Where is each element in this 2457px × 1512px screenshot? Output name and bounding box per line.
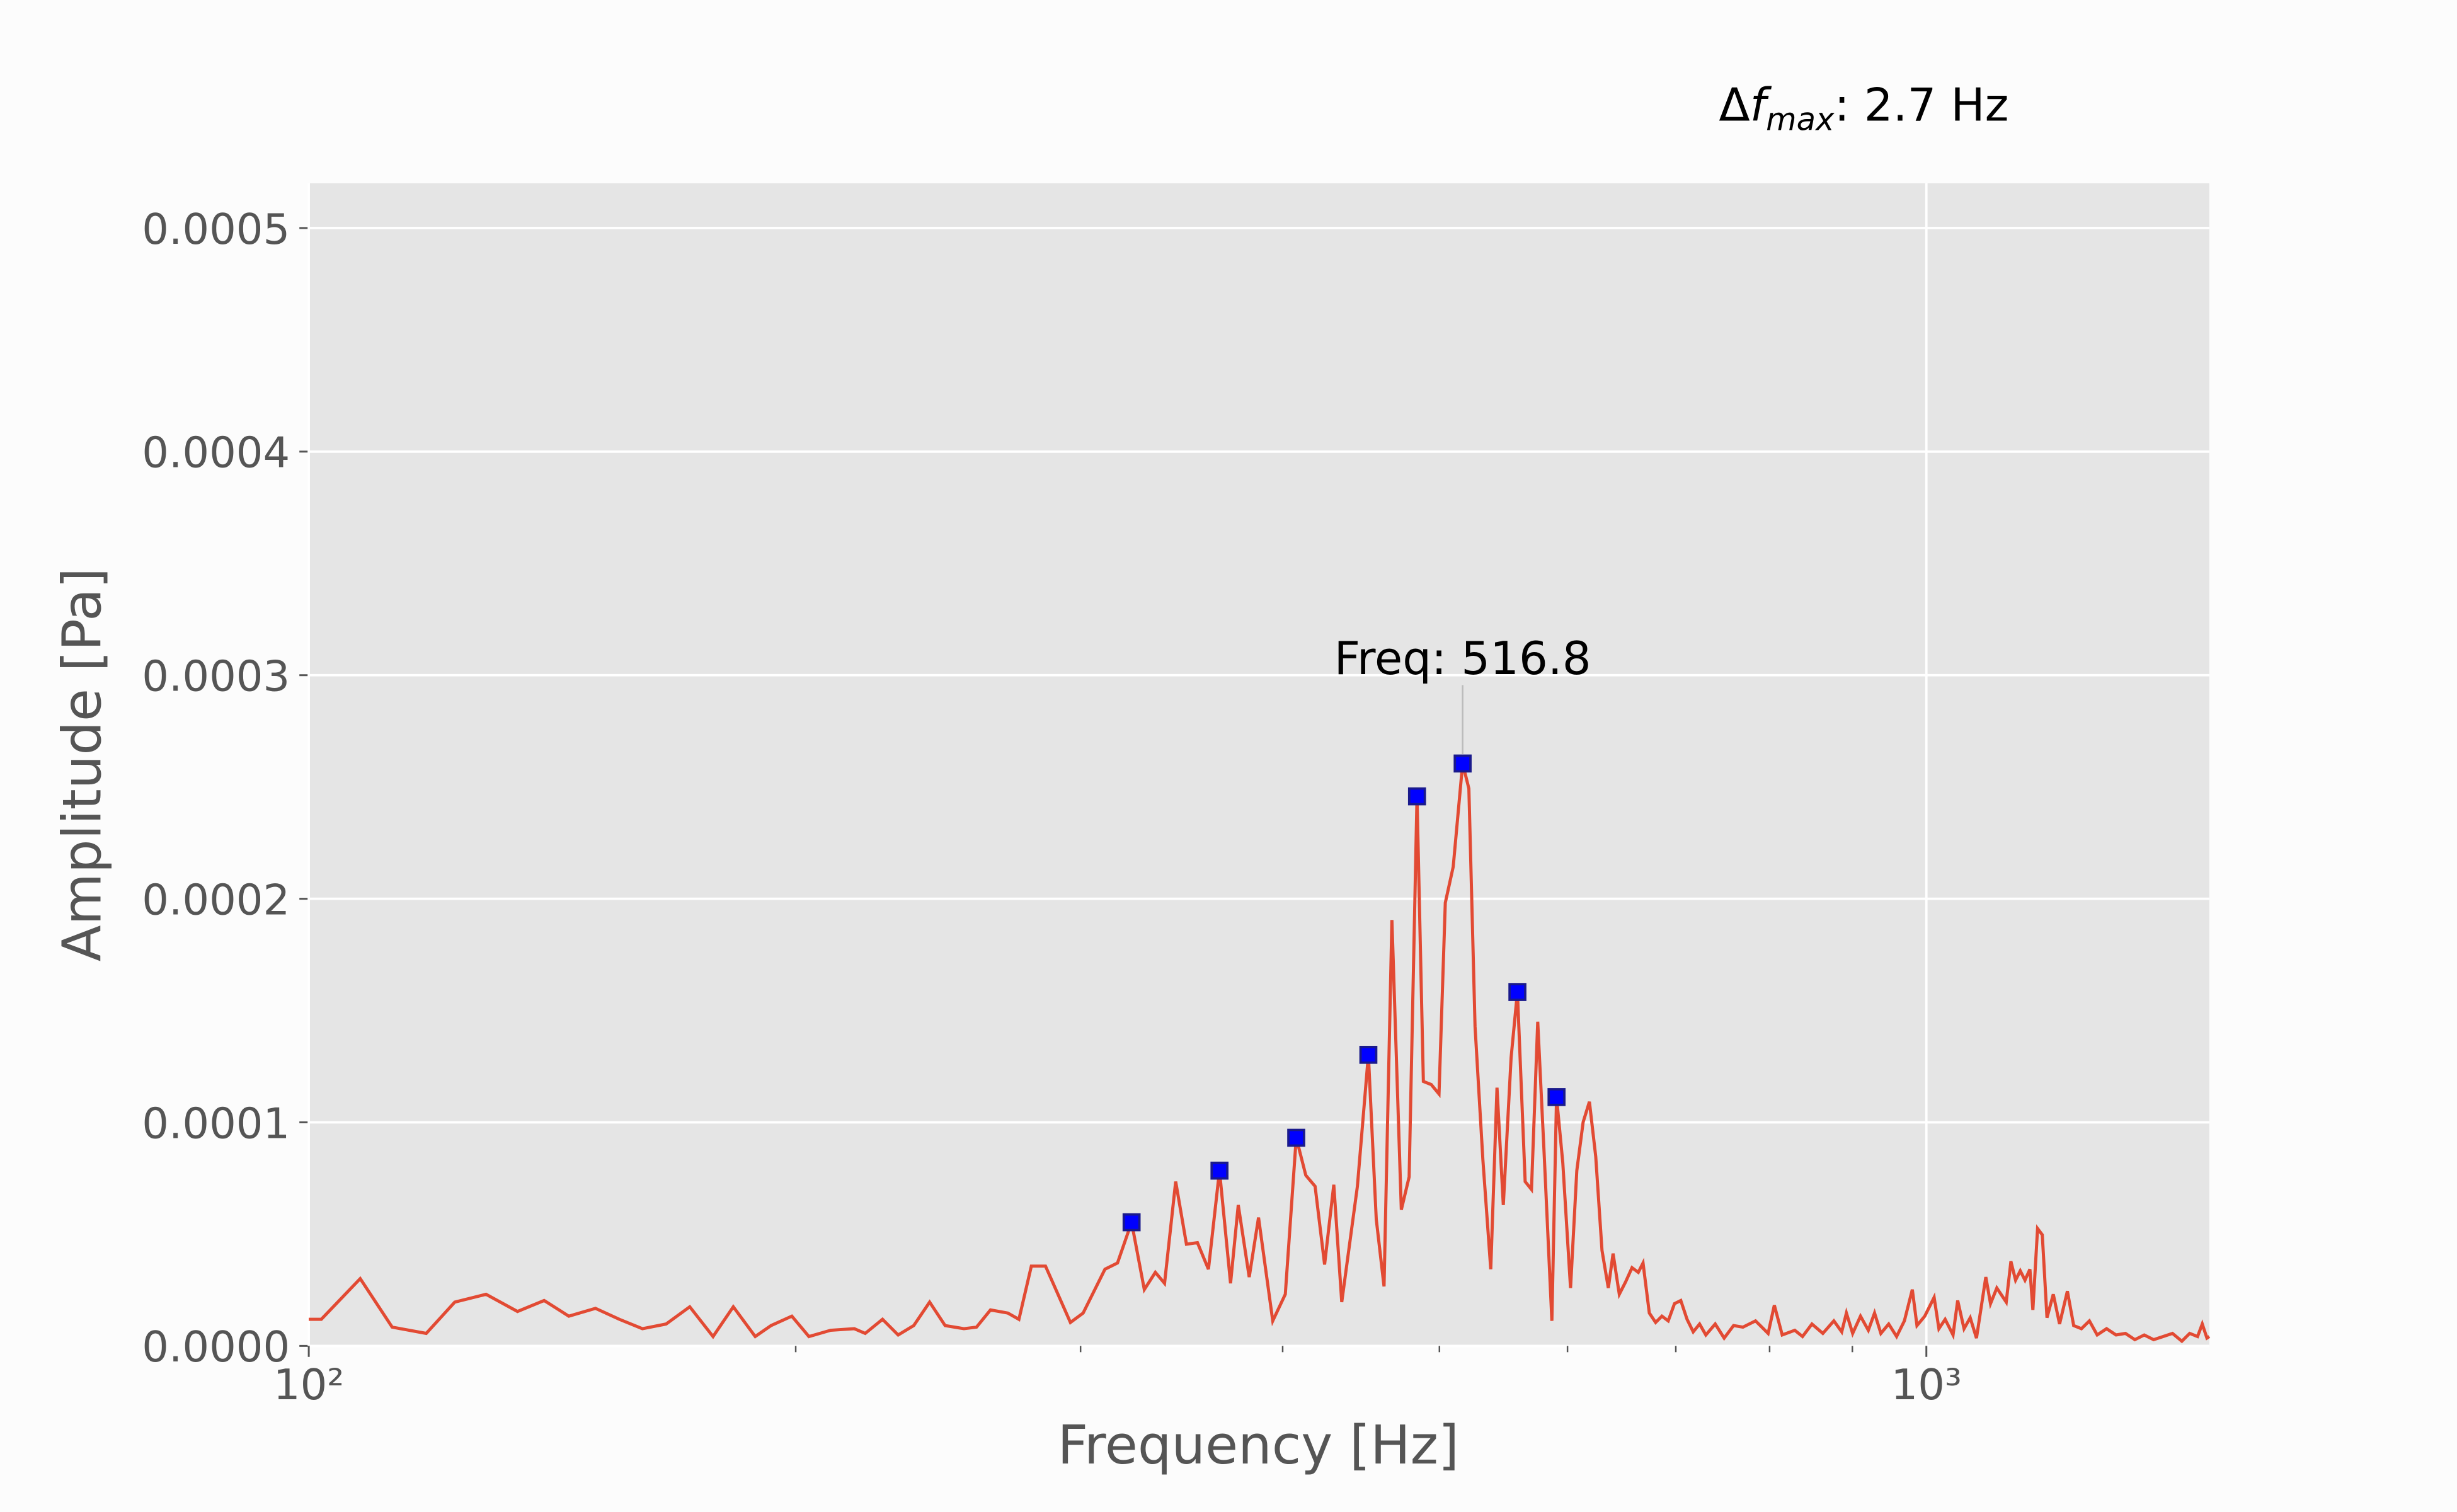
x-tick-label: 10² [273,1360,344,1409]
peak-marker [1210,1161,1228,1180]
x-tick-label: 10³ [1891,1360,1962,1409]
y-tick-label: 0.0004 [142,428,290,478]
data-line [309,763,2211,1344]
peak-marker [1122,1213,1141,1232]
delta-subscript: max [1766,101,1835,137]
y-axis-label: Amplitude [Pa] [51,568,113,961]
peak-marker [1407,787,1426,806]
x-axis-label: Frequency [Hz] [1057,1414,1459,1476]
y-tick-label: 0.0003 [142,652,290,701]
y-tick-label: 0.0001 [142,1099,290,1148]
y-tick-label: 0.0005 [142,205,290,254]
delta-label: Δfmax: 2.7 Hz [1719,79,2008,138]
peak-label: Freq: 516.8 [1334,633,1591,685]
peak-marker [1453,754,1472,773]
y-tick-label: 0.0002 [142,875,290,924]
peak-marker [1547,1088,1566,1106]
plot-area [309,183,2209,1346]
peak-marker [1287,1128,1305,1147]
delta-suffix: : 2.7 Hz [1835,79,2009,132]
y-tick-label: 0.0000 [142,1322,290,1372]
delta-symbol: Δ [1719,79,1750,132]
peak-marker [1508,983,1526,1001]
peak-marker [1359,1046,1378,1064]
